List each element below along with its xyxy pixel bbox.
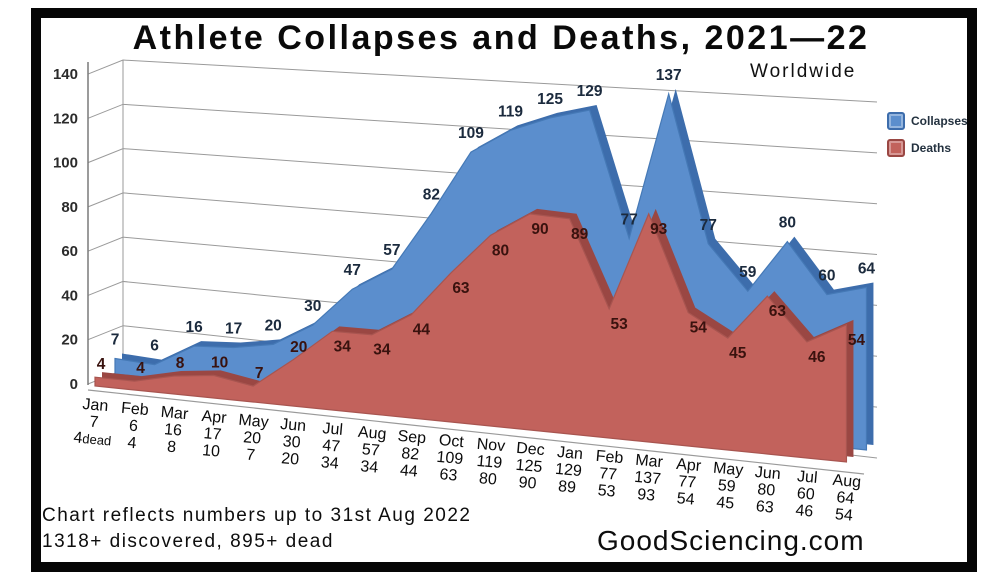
x-tick-label: Nov11980 [473,436,506,489]
data-label: 4 [97,356,106,373]
deaths-swatch-icon [887,139,905,157]
brand-text: GoodSciencing.com [597,525,865,556]
x-tick-label: Feb64 [118,400,150,453]
data-label: 30 [304,298,321,315]
collapses-labels: 7 6 16 17 20 30 47 57 82 109 119 125 129 77 137 77 59 80 6… [111,67,876,355]
data-label: 54 [848,332,866,349]
deaths-area [94,212,848,463]
x-tick-label: Jun3020 [277,416,307,469]
data-label: 54 [690,320,708,337]
data-label: 64 [858,260,876,277]
data-label: 8 [176,355,185,372]
legend-item-collapses: Collapses [887,112,968,130]
data-label: 7 [111,332,120,349]
data-label: 45 [729,345,747,362]
data-label: 63 [452,280,470,297]
y-tick-label: 20 [61,332,78,349]
footer-note-line2: 1318+ discovered, 895+ dead [42,531,334,552]
x-tick-label: Sep8244 [394,428,427,481]
data-label: 17 [225,321,242,338]
x-tick-label: Aug6454 [829,472,862,525]
data-label: 80 [779,215,796,232]
x-tick-label: Oct10963 [434,432,465,485]
y-tick-label: 0 [70,376,78,393]
data-label: 109 [458,125,484,142]
data-label: 129 [577,83,603,100]
chart-subtitle: Worldwide [750,61,857,82]
x-tick-label: Aug5734 [354,424,387,477]
data-label: 57 [383,242,400,259]
y-tick-label: 100 [53,155,78,172]
data-label: 10 [211,354,228,371]
x-axis-line [87,389,865,475]
data-label: 53 [611,316,629,333]
x-tick-label: Jan12989 [553,444,584,497]
data-label: 80 [492,242,509,259]
x-tick-label: Jun8063 [751,464,781,517]
x-tick-label: Apr7754 [673,456,703,509]
x-tick-label: Feb7753 [592,448,624,501]
data-label: 46 [808,349,826,366]
data-label: 137 [656,67,682,84]
data-label: 60 [818,268,835,285]
x-tick-label: Jul6046 [793,468,818,521]
x-tick-label: Jan74dead [73,395,115,449]
data-label: 20 [290,339,307,356]
data-label: 119 [498,103,523,120]
data-label: 63 [769,303,787,320]
data-label: 77 [621,211,638,228]
data-label: 34 [334,338,352,355]
data-label: 16 [185,319,203,336]
footer-note-line1: Chart reflects numbers up to 31st Aug 20… [42,505,472,526]
data-label: 59 [739,264,757,281]
data-label: 93 [650,221,668,238]
y-tick-label: 40 [61,287,78,304]
x-tick-label: Apr1710 [198,408,228,461]
data-label: 125 [537,91,563,108]
data-label: 89 [571,226,589,243]
footer-note: Chart reflects numbers up to 31st Aug 20… [42,503,472,555]
y-tick-label: 60 [61,243,78,260]
x-tick-label: Dec12590 [513,440,546,493]
chart-title: Athlete Collapses and Deaths, 2021—22 [132,19,870,57]
collapses-swatch-icon [887,112,905,130]
data-label: 82 [423,186,440,203]
data-label: 47 [344,262,361,279]
legend-label-collapses: Collapses [911,114,968,128]
data-label: 34 [373,342,391,359]
y-tick-label: 120 [53,110,78,127]
y-axis-labels: 0 20 40 60 80 100 120 140 [53,66,78,393]
data-label: 77 [700,217,717,234]
x-tick-label: May5945 [709,460,744,513]
data-label: 44 [413,322,431,339]
legend-label-deaths: Deaths [911,141,952,155]
legend: Collapses Deaths [887,112,968,166]
data-label: 6 [150,338,159,355]
y-tick-label: 140 [53,66,78,83]
data-label: 20 [265,317,282,334]
x-tick-label: Mar13793 [632,452,665,505]
data-label: 4 [136,360,145,377]
x-tick-label: Jul4734 [319,420,344,473]
data-label: 90 [531,221,548,238]
y-tick-label: 80 [61,199,78,216]
legend-item-deaths: Deaths [887,139,968,157]
data-label: 7 [255,365,264,382]
x-tick-label: May207 [235,412,270,465]
x-tick-label: Mar168 [157,404,190,457]
